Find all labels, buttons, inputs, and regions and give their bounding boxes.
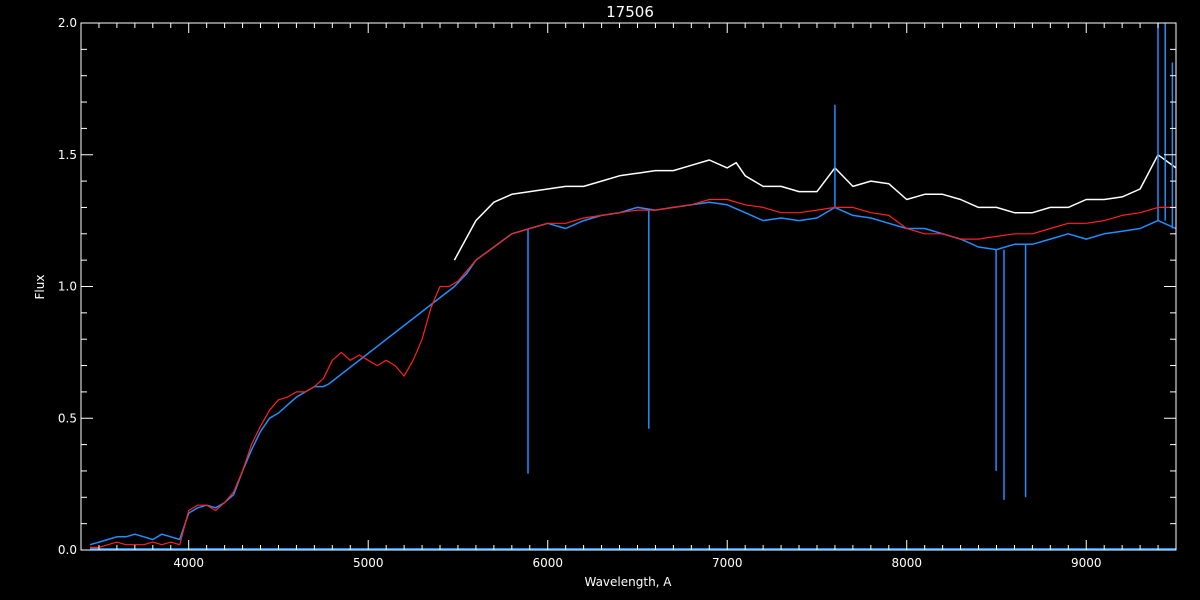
- y-axis-ticks: 0.0 0.5 1.0 1.5 2.0: [58, 16, 1176, 557]
- plot-marks: [89, 23, 1177, 550]
- y-tick-label: 0.5: [58, 411, 77, 425]
- x-tick-label: 8000: [891, 556, 922, 570]
- x-axis-label: Wavelength, A: [584, 575, 672, 589]
- x-tick-label: 6000: [532, 556, 563, 570]
- x-tick-label: 9000: [1071, 556, 1102, 570]
- y-tick-label: 2.0: [58, 16, 77, 30]
- series-line-1: [453, 154, 1177, 261]
- series-line-4: [90, 198, 1176, 549]
- x-tick-label: 4000: [173, 556, 204, 570]
- y-axis-label: Flux: [33, 275, 47, 300]
- x-tick-label: 7000: [712, 556, 743, 570]
- chart-title: 17506: [606, 3, 654, 21]
- y-tick-label: 1.0: [58, 280, 77, 294]
- series-line-2: [89, 201, 1177, 546]
- x-tick-label: 5000: [353, 556, 384, 570]
- y-tick-label: 0.0: [58, 543, 77, 557]
- x-axis-ticks: 4000 5000 6000 7000 8000 9000: [98, 23, 1177, 570]
- y-tick-label: 1.5: [58, 148, 77, 162]
